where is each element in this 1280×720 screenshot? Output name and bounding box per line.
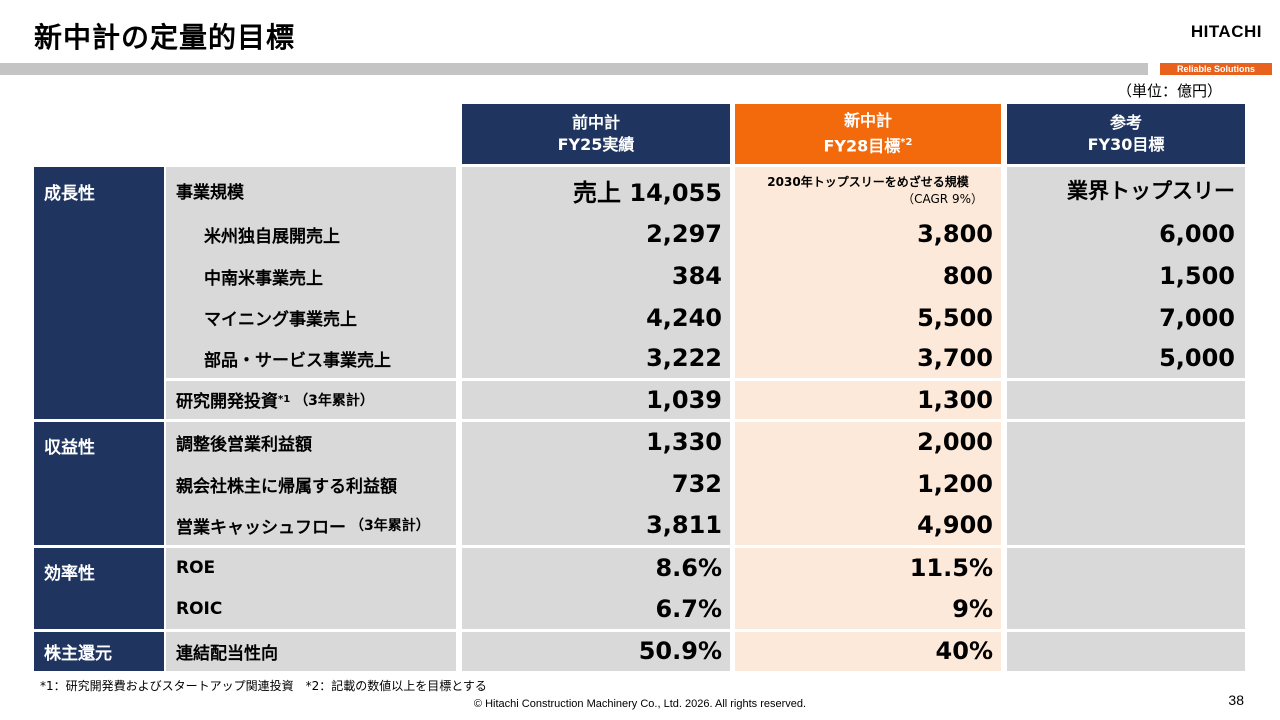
row-label-adjusted-operating-income: 調整後営業利益額 bbox=[166, 421, 456, 463]
cell-fy30-business-scale: 業界トップスリー bbox=[1007, 167, 1245, 213]
section-profitability: 収益性 bbox=[34, 421, 164, 545]
cell-fy30-mining-sales: 7,000 bbox=[1007, 297, 1245, 338]
column-header-fy28: 新中計 FY28目標*2 bbox=[735, 104, 1001, 164]
cell-fy25-business-scale: 売上 14,055 bbox=[462, 167, 730, 213]
row-divider bbox=[34, 419, 1245, 422]
section-shareholder-return: 株主還元 bbox=[34, 631, 164, 671]
row-label-operating-cash-flow: 営業キャッシュフロー （3年累計） bbox=[166, 505, 456, 545]
cell-fy28-mining-sales: 5,500 bbox=[735, 297, 1001, 338]
cell-fy25-latin-america-sales: 384 bbox=[462, 255, 730, 297]
footnote-marker: *1 bbox=[278, 394, 291, 405]
row-divider bbox=[34, 629, 1245, 632]
row-label-payout-ratio: 連結配当性向 bbox=[166, 631, 456, 671]
cell-fy30-roic bbox=[1007, 589, 1245, 629]
row-label-roe: ROE bbox=[166, 547, 456, 589]
cell-fy28-business-scale: 2030年トップスリーをめざせる規模 （CAGR 9%） bbox=[735, 167, 1001, 213]
cell-fy28-americas-sales: 3,800 bbox=[735, 213, 1001, 255]
row-label-business-scale: 事業規模 bbox=[166, 167, 456, 213]
cagr-note: （CAGR 9%） bbox=[902, 192, 983, 206]
cell-fy30-adjusted-operating-income bbox=[1007, 421, 1245, 463]
cell-fy30-operating-cash-flow bbox=[1007, 505, 1245, 545]
cell-fy28-parts-service-sales: 3,700 bbox=[735, 338, 1001, 378]
row-label-mining-sales: マイニング事業売上 bbox=[166, 297, 456, 338]
hitachi-logo: HITACHI bbox=[1190, 22, 1262, 41]
column-header-line2: FY28目標*2 bbox=[823, 136, 913, 156]
row-divider bbox=[166, 378, 1245, 381]
cell-fy30-net-income bbox=[1007, 463, 1245, 505]
tagline-badge: Reliable Solutions bbox=[1160, 63, 1272, 75]
cell-fy28-roic: 9% bbox=[735, 589, 1001, 629]
footnote: *1：研究開発費およびスタートアップ関連投資 *2：記載の数値以上を目標とする bbox=[40, 679, 487, 693]
cell-fy25-net-income: 732 bbox=[462, 463, 730, 505]
cell-fy25-operating-cash-flow: 3,811 bbox=[462, 505, 730, 545]
cell-fy30-latin-america-sales: 1,500 bbox=[1007, 255, 1245, 297]
row-label-net-income: 親会社株主に帰属する利益額 bbox=[166, 463, 456, 505]
cell-fy28-latin-america-sales: 800 bbox=[735, 255, 1001, 297]
cell-fy25-adjusted-operating-income: 1,330 bbox=[462, 421, 730, 463]
header-divider-bar bbox=[0, 63, 1148, 75]
cell-fy28-roe: 11.5% bbox=[735, 547, 1001, 589]
column-header-line2: FY25実績 bbox=[557, 135, 635, 154]
page-title: 新中計の定量的目標 bbox=[34, 21, 296, 54]
cell-fy30-americas-sales: 6,000 bbox=[1007, 213, 1245, 255]
section-growth: 成長性 bbox=[34, 167, 164, 419]
business-scale-note: 2030年トップスリーをめざせる規模 bbox=[767, 175, 969, 189]
column-header-fy25: 前中計 FY25実績 bbox=[462, 104, 730, 164]
cell-fy25-roic: 6.7% bbox=[462, 589, 730, 629]
footnote-marker: *2 bbox=[900, 137, 913, 149]
row-label-rnd-investment: 研究開発投資 *1 （3年累計） bbox=[166, 380, 456, 419]
section-efficiency: 効率性 bbox=[34, 547, 164, 629]
cell-fy28-net-income: 1,200 bbox=[735, 463, 1001, 505]
cell-fy28-adjusted-operating-income: 2,000 bbox=[735, 421, 1001, 463]
column-header-line1: 新中計 bbox=[843, 111, 892, 131]
page-number: 38 bbox=[1228, 692, 1244, 708]
column-header-line2: FY30目標 bbox=[1087, 135, 1165, 154]
column-header-line1: 前中計 bbox=[571, 113, 620, 132]
cell-fy30-rnd-investment bbox=[1007, 380, 1245, 419]
cell-fy30-parts-service-sales: 5,000 bbox=[1007, 338, 1245, 378]
cell-fy25-americas-sales: 2,297 bbox=[462, 213, 730, 255]
copyright: © Hitachi Construction Machinery Co., Lt… bbox=[473, 698, 807, 710]
cell-fy25-rnd-investment: 1,039 bbox=[462, 380, 730, 419]
row-label-americas-sales: 米州独自展開売上 bbox=[166, 213, 456, 255]
cell-fy25-mining-sales: 4,240 bbox=[462, 297, 730, 338]
cell-fy30-roe bbox=[1007, 547, 1245, 589]
cell-fy28-rnd-investment: 1,300 bbox=[735, 380, 1001, 419]
cell-fy25-roe: 8.6% bbox=[462, 547, 730, 589]
cell-fy30-payout-ratio bbox=[1007, 631, 1245, 671]
column-header-line1: 参考 bbox=[1109, 113, 1142, 132]
row-label-roic: ROIC bbox=[166, 589, 456, 629]
column-header-fy30: 参考 FY30目標 bbox=[1007, 104, 1245, 164]
cell-fy25-payout-ratio: 50.9% bbox=[462, 631, 730, 671]
cell-fy25-parts-service-sales: 3,222 bbox=[462, 338, 730, 378]
row-label-parts-service-sales: 部品・サービス事業売上 bbox=[166, 338, 456, 378]
row-divider bbox=[34, 545, 1245, 548]
cell-fy28-payout-ratio: 40% bbox=[735, 631, 1001, 671]
row-label-latin-america-sales: 中南米事業売上 bbox=[166, 255, 456, 297]
cell-fy28-operating-cash-flow: 4,900 bbox=[735, 505, 1001, 545]
unit-label: （単位：億円） bbox=[1116, 82, 1222, 100]
